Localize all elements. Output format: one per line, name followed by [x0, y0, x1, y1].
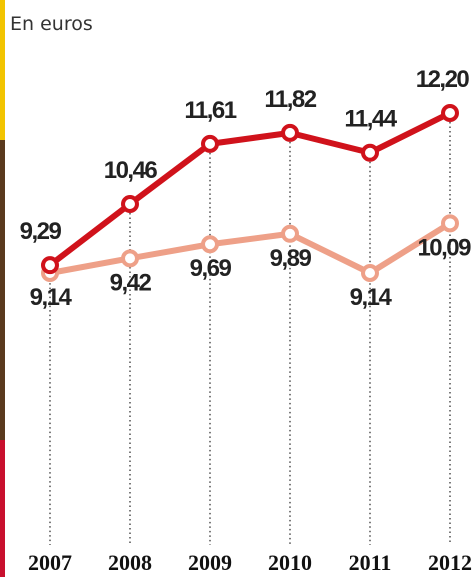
- chart-subtitle: En euros: [10, 13, 93, 35]
- x-tick-label: 2010: [268, 550, 312, 575]
- x-tick-label: 2009: [188, 550, 232, 575]
- point: [203, 237, 217, 251]
- edge-decoration: [0, 0, 5, 140]
- point: [203, 137, 217, 151]
- series-line: [50, 113, 450, 265]
- x-tick-label: 2007: [28, 550, 72, 575]
- point: [443, 106, 457, 120]
- chart: En euros 2007 2008 2009 2010 2011 2012 9,14 9,4…: [0, 0, 472, 577]
- value-label: 11,61: [184, 97, 236, 124]
- edge-decoration: [0, 440, 5, 577]
- value-label: 9,42: [110, 269, 152, 296]
- value-label: 9,14: [350, 284, 393, 311]
- value-label: 11,44: [344, 106, 397, 133]
- value-label: 9,89: [270, 245, 312, 272]
- x-tick-label: 2012: [428, 550, 472, 575]
- value-label: 11,82: [264, 86, 316, 113]
- x-tick-label: 2008: [108, 550, 152, 575]
- point: [123, 251, 137, 265]
- value-label: 9,29: [20, 218, 62, 245]
- x-tick-label: 2011: [349, 550, 392, 575]
- value-label: 9,69: [190, 255, 232, 282]
- point: [363, 266, 377, 280]
- point: [283, 227, 297, 241]
- point: [283, 126, 297, 140]
- point: [43, 258, 57, 272]
- series-line: [50, 223, 450, 273]
- value-label: 10,46: [104, 157, 158, 184]
- edge-decoration: [0, 140, 5, 440]
- point: [443, 216, 457, 230]
- point: [123, 197, 137, 211]
- value-label: 10,09: [417, 234, 471, 261]
- value-label: 12,20: [416, 66, 470, 93]
- value-label: 9,14: [30, 284, 73, 311]
- point: [363, 146, 377, 160]
